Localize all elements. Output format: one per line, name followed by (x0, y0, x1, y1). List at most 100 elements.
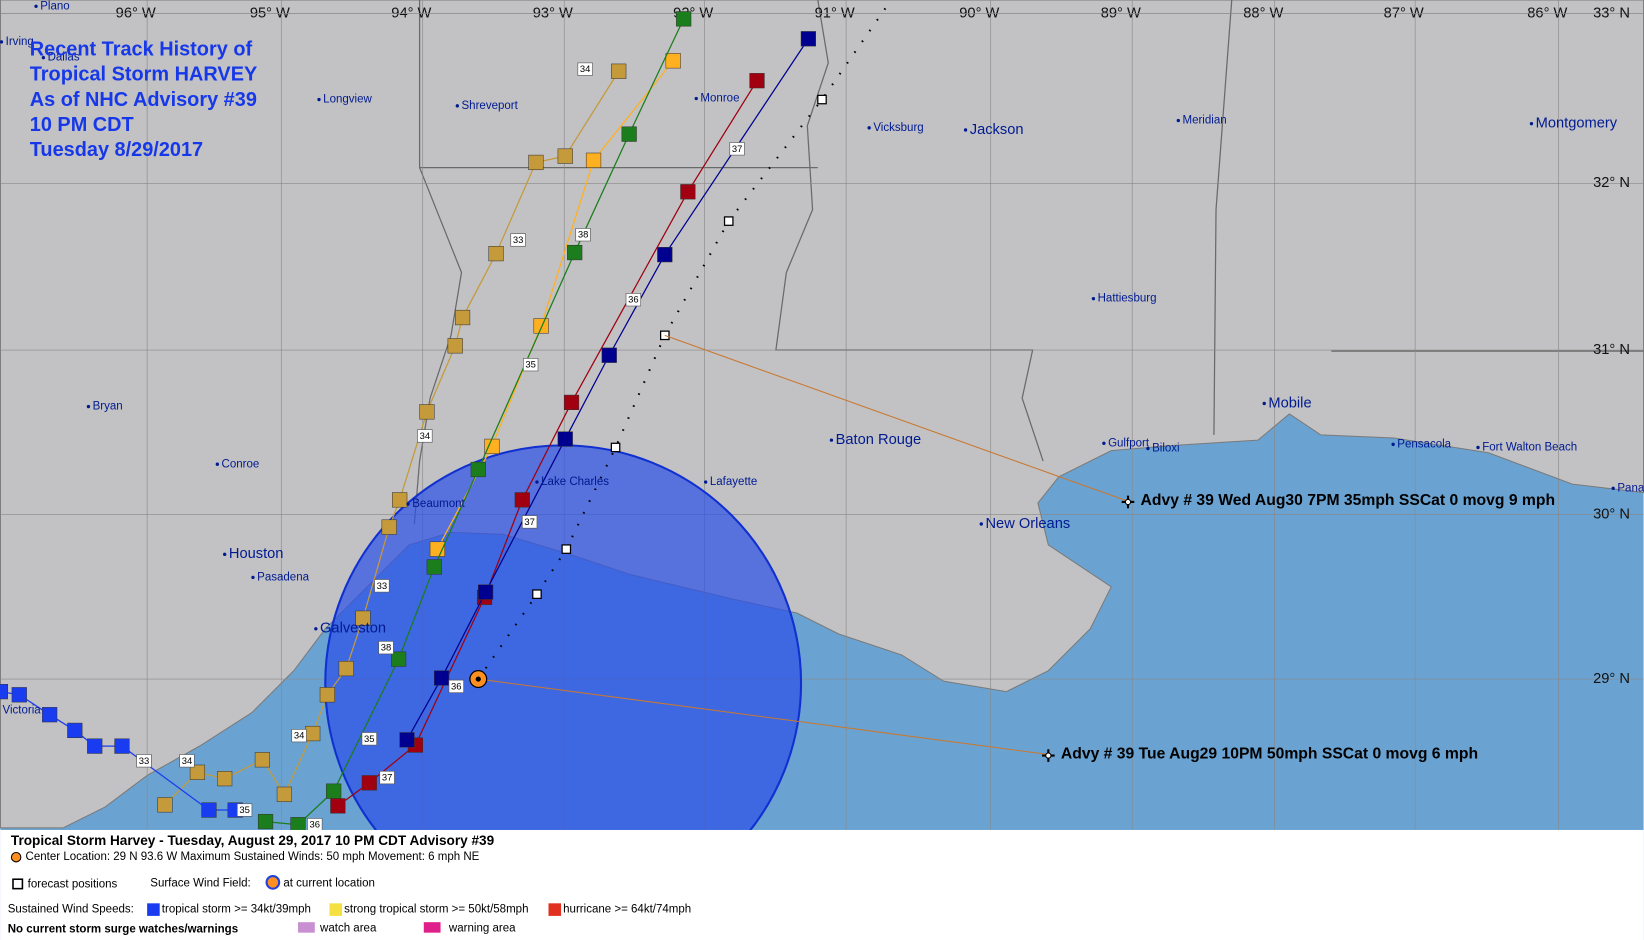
city-dot (1146, 446, 1150, 451)
legend-text: Center Location: 29 N 93.6 W Maximum Sus… (26, 851, 480, 863)
forecast-position (532, 589, 542, 600)
track-position (676, 11, 692, 27)
track-position (114, 738, 130, 754)
forecast-position (659, 330, 670, 341)
track-position (381, 519, 397, 535)
track-position (330, 798, 346, 814)
track-position (488, 246, 504, 262)
track-label: 35 (364, 733, 374, 744)
city-dot (1091, 296, 1096, 301)
city-label: Pasadena (257, 571, 309, 583)
latitude-label: 31° N (1593, 342, 1630, 358)
border (413, 0, 463, 525)
labels: 34 33 38 36 37 35 34 37 33 38 36 34 35 37 33 34 35 36 Plan… (0, 0, 1644, 832)
track-position (326, 783, 342, 799)
track-position (319, 687, 335, 703)
track-label: 37 (382, 772, 392, 783)
legend-text: No current storm surge watches/warnings (8, 924, 238, 936)
city-label: Pana (1617, 482, 1644, 494)
city-label: New Orleans (985, 516, 1070, 532)
city-label: Dallas (48, 52, 80, 64)
city-dot (34, 4, 38, 8)
forecast-position (561, 544, 572, 554)
track-position (567, 244, 583, 261)
city-label: Victoria (3, 705, 42, 717)
track-position (87, 738, 103, 754)
legend-icon (10, 851, 22, 863)
track-position (585, 152, 602, 168)
city-label: Jackson (970, 122, 1024, 138)
track-label-box (521, 515, 538, 529)
leader-line (664, 334, 1128, 502)
legend-text: tropical storm >= 34kt/39mph (162, 904, 311, 916)
latitude-label: 29° N (1593, 671, 1630, 687)
track-label-box (577, 62, 593, 76)
city-label: Montgomery (1536, 116, 1618, 132)
track-label-box (523, 358, 539, 372)
city-label: Fort Walton Beach (1482, 442, 1577, 454)
city-label: Irving (6, 36, 34, 48)
title-line: Tuesday 8/29/2017 (30, 139, 203, 161)
track-position (290, 817, 306, 833)
legend-text: hurricane >= 64kt/74mph (563, 904, 691, 916)
track-label: 38 (578, 229, 588, 240)
forecast-position (610, 442, 621, 453)
city-dot (829, 438, 834, 442)
title-line: 10 PM CDT (30, 114, 134, 136)
track-position (665, 53, 681, 69)
track-label: 34 (580, 63, 590, 74)
city-label: Bryan (93, 401, 123, 413)
city-dot (215, 462, 220, 466)
city-label: Biloxi (1152, 443, 1180, 455)
track-label: 37 (732, 143, 742, 154)
city-label: Monroe (700, 93, 739, 105)
track-position (201, 802, 217, 818)
city-dot (455, 104, 459, 108)
title-line: As of NHC Advisory #39 (30, 89, 257, 111)
city-label: Vicksburg (873, 122, 923, 134)
track-label-box (417, 429, 433, 443)
legend-swatch (423, 922, 441, 933)
track-line (337, 80, 758, 807)
track-position (189, 764, 206, 780)
border (1213, 0, 1233, 435)
track-position (557, 431, 573, 447)
city-label: Conroe (222, 458, 260, 470)
city-dot (317, 97, 321, 102)
legend-swatch (329, 903, 343, 916)
track-position (657, 247, 673, 263)
track-label-box (575, 228, 591, 242)
track-position (276, 786, 293, 802)
track-position (454, 309, 471, 326)
city-dot (963, 128, 968, 132)
city-dot (314, 627, 318, 631)
leader-line (478, 678, 1049, 756)
track-label-box (136, 754, 152, 768)
city-dot (1476, 445, 1480, 450)
track-position (470, 461, 486, 478)
city-dot (694, 96, 698, 101)
legend-icon (12, 878, 24, 890)
city-dot (222, 552, 227, 557)
track-position (447, 338, 463, 354)
legend-text: Surface Wind Field: (150, 877, 250, 889)
city-label: Galveston (320, 621, 386, 637)
state-borders (413, 0, 1644, 525)
city-label: Plano (40, 0, 69, 12)
track-position (611, 63, 627, 79)
track-position (305, 725, 321, 742)
city-dot (704, 480, 708, 484)
track-label: 34 (294, 730, 304, 741)
city-label: Lafayette (710, 476, 757, 488)
track-label-box (374, 579, 390, 593)
track-label: 35 (239, 804, 249, 815)
track-label: 36 (451, 680, 461, 691)
track-position (478, 584, 494, 600)
city-dot (1176, 118, 1180, 123)
latitude-label: 30° N (1593, 506, 1630, 522)
city-dot (1262, 401, 1266, 406)
city-dot (406, 502, 410, 506)
track-position (749, 73, 765, 89)
track-position (601, 347, 617, 363)
